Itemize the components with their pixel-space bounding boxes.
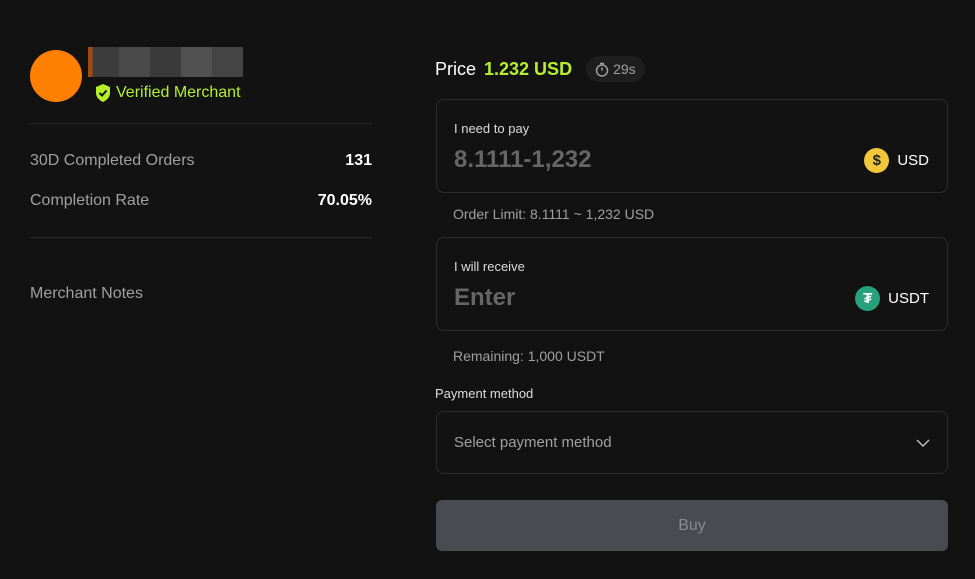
countdown-timer: 29s — [586, 56, 645, 82]
pay-amount-field[interactable]: I need to pay $ USD — [436, 99, 948, 193]
stat-label: 30D Completed Orders — [30, 152, 195, 169]
verified-badge: Verified Merchant — [94, 83, 241, 103]
receive-amount-field[interactable]: I will receive ₮ USDT — [436, 237, 948, 331]
verified-label: Verified Merchant — [116, 84, 241, 101]
stat-completed-orders: 30D Completed Orders 131 — [30, 152, 372, 170]
buy-button[interactable]: Buy — [436, 500, 948, 551]
receive-label: I will receive — [454, 259, 525, 274]
shield-check-icon — [96, 84, 110, 102]
receive-amount-input[interactable] — [454, 284, 754, 312]
stat-value: 70.05% — [317, 192, 372, 209]
merchant-notes-label: Merchant Notes — [30, 285, 143, 302]
usd-coin-icon: $ — [864, 148, 890, 173]
stat-label: Completion Rate — [30, 192, 150, 209]
price-row: Price 1.232 USD 29s — [435, 56, 645, 82]
timer-value: 29s — [613, 61, 636, 77]
chevron-down-icon — [916, 438, 930, 447]
currency-label: USD — [897, 152, 929, 169]
payment-method-select[interactable]: Select payment method — [436, 411, 948, 474]
merchant-name-redacted — [88, 47, 243, 77]
payment-method-label: Payment method — [435, 386, 534, 401]
pay-amount-input[interactable] — [454, 146, 754, 174]
payment-method-placeholder: Select payment method — [454, 434, 612, 451]
price-value: 1.232 USD — [484, 58, 573, 79]
receive-currency: ₮ USDT — [855, 286, 929, 311]
stat-completion-rate: Completion Rate 70.05% — [30, 192, 372, 210]
pay-label: I need to pay — [454, 121, 530, 136]
tether-icon: ₮ — [855, 286, 881, 311]
remaining-text: Remaining: 1,000 USDT — [453, 348, 605, 364]
merchant-avatar — [30, 50, 82, 102]
order-limit-text: Order Limit: 8.1111 ~ 1,232 USD — [453, 206, 655, 222]
currency-label: USDT — [888, 290, 929, 307]
pay-currency: $ USD — [864, 148, 929, 173]
divider — [30, 237, 372, 238]
stopwatch-icon — [595, 62, 609, 77]
price-label: Price — [435, 58, 477, 79]
divider — [30, 123, 372, 124]
stat-value: 131 — [345, 152, 372, 169]
